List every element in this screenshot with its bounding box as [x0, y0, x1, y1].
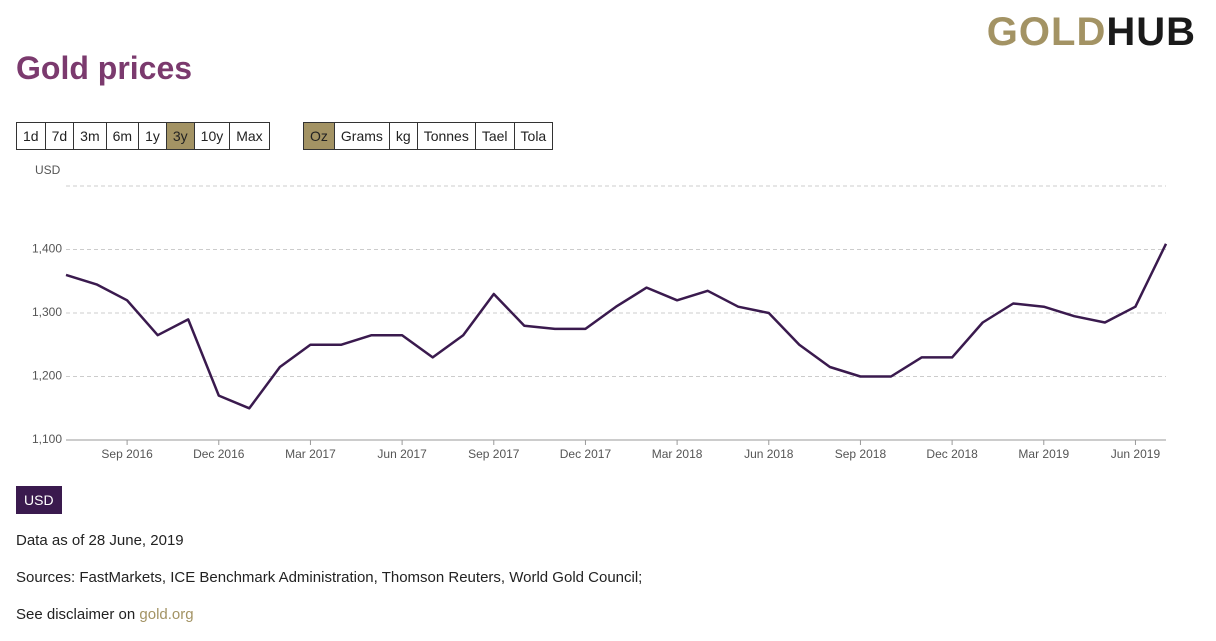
x-tick-label: Jun 2019	[1111, 447, 1161, 461]
toggle-button[interactable]: Tonnes	[416, 122, 476, 150]
toggle-button[interactable]: kg	[388, 122, 418, 150]
chart: USD 1,100 1,200 1,300 1,400 Sep 2016 Dec 2016…	[32, 163, 1168, 461]
toggle-button[interactable]: 1d	[16, 122, 46, 150]
sources: Sources: FastMarkets, ICE Benchmark Admi…	[16, 569, 643, 586]
x-tick-label: Sep 2017	[468, 447, 520, 461]
y-axis-label: USD	[35, 163, 61, 177]
price-line	[65, 243, 1168, 410]
toggle-button[interactable]: 3y	[165, 122, 195, 150]
x-tick-label: Sep 2016	[101, 447, 153, 461]
toggle-button[interactable]: 7d	[44, 122, 75, 150]
range-buttons: 1d 7d 3m 6m 1y 3y 10y Max	[16, 122, 270, 150]
logo: GOLDHUB	[987, 10, 1196, 55]
toggle-button[interactable]: Tael	[474, 122, 515, 150]
x-tick-label: Sep 2018	[835, 447, 887, 461]
x-tick-label: Jun 2018	[744, 447, 794, 461]
x-tick-label: Mar 2018	[652, 447, 703, 461]
y-tick-label: 1,400	[32, 242, 62, 256]
y-tick-label: 1,300	[32, 305, 62, 319]
unit-buttons: Oz Grams kg Tonnes Tael Tola	[303, 122, 554, 150]
logo-gold: GOLD	[986, 10, 1107, 54]
toggle-button[interactable]: Grams	[333, 122, 390, 150]
x-tick-label: Mar 2019	[1018, 447, 1069, 461]
toggle-button[interactable]: 3m	[73, 122, 107, 150]
x-tick-label: Mar 2017	[285, 447, 336, 461]
y-tick-label: 1,200	[32, 369, 62, 383]
logo-hub: HUB	[1106, 10, 1196, 54]
y-tick-label: 1,100	[32, 432, 62, 446]
series-legend[interactable]: USD	[16, 486, 62, 514]
x-tick-label: Dec 2017	[560, 447, 612, 461]
toggle-button[interactable]: 6m	[105, 122, 140, 150]
link[interactable]: gold.org	[139, 606, 194, 623]
toggle-button[interactable]: Max	[229, 122, 270, 150]
as-of: Data as of 28 June, 2019	[16, 532, 184, 549]
disclaimer: See disclaimer on	[16, 606, 136, 623]
page-title: Gold prices	[16, 50, 193, 86]
toggle-button[interactable]: Oz	[303, 122, 335, 150]
toggle-button[interactable]: 10y	[193, 122, 231, 150]
x-tick-label: Dec 2018	[926, 447, 978, 461]
x-tick-label: Dec 2016	[193, 447, 245, 461]
toggle-button[interactable]: Tola	[513, 122, 554, 150]
disclaimer-line: See disclaimer on gold.org	[16, 606, 194, 623]
toggle-button[interactable]: 1y	[138, 122, 167, 150]
x-tick-label: Jun 2017	[377, 447, 427, 461]
